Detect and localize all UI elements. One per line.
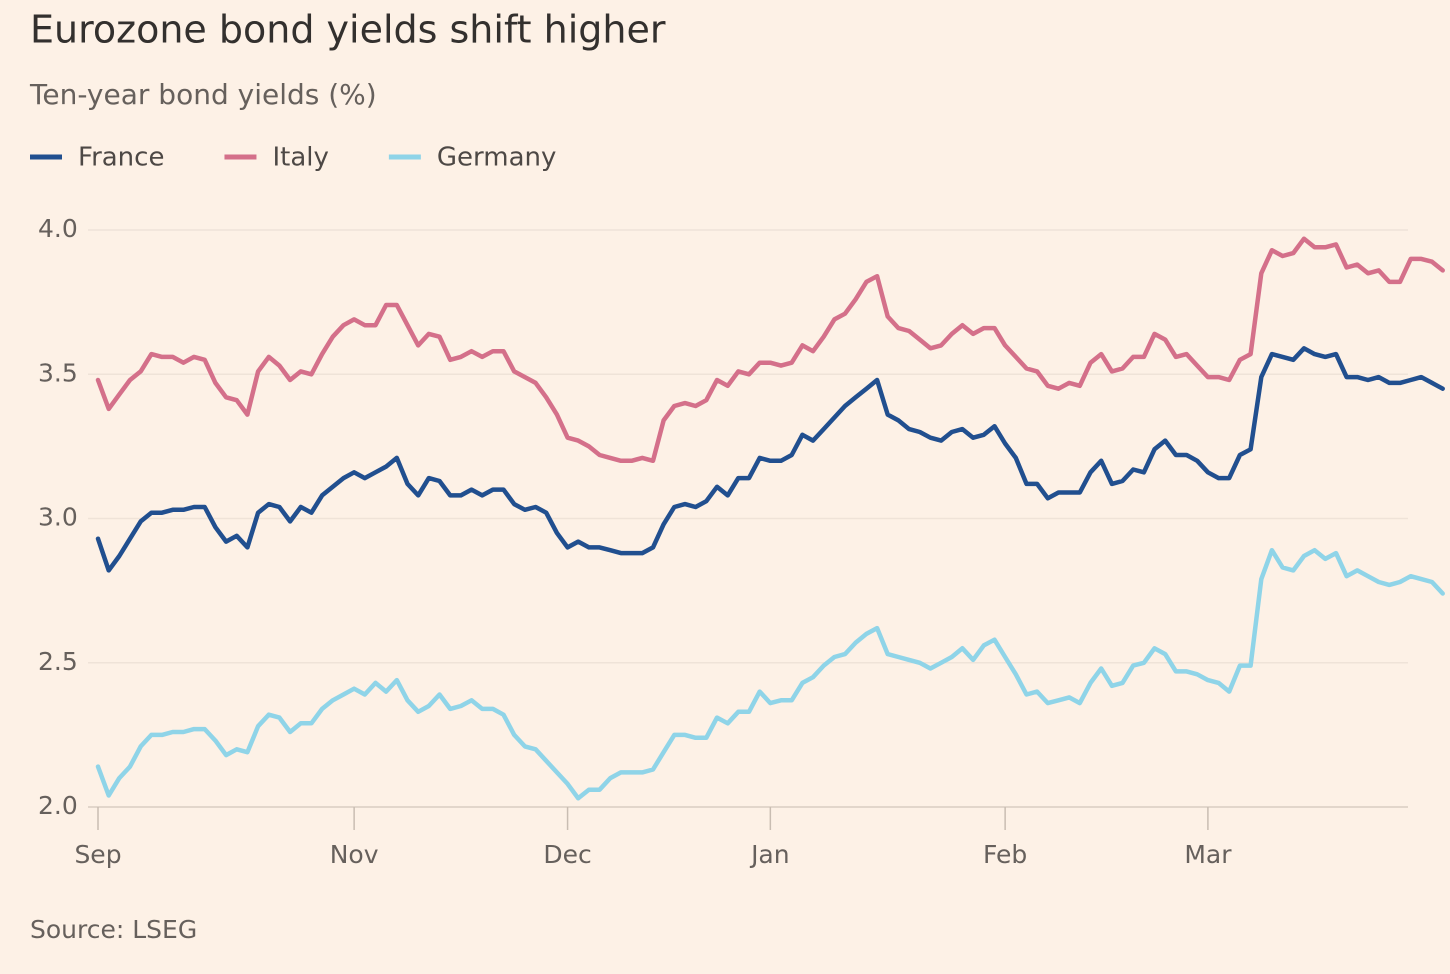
x-tick-label: Mar (1184, 840, 1232, 869)
x-tick-label: Jan (749, 840, 790, 869)
series-line (95, 547, 1445, 801)
y-tick-label: 2.5 (38, 647, 78, 676)
chart-subtitle: Ten-year bond yields (%) (29, 78, 377, 111)
y-tick-label: 2.0 (38, 791, 78, 820)
legend-label: Italy (272, 143, 328, 173)
legend-label: France (78, 143, 164, 173)
x-tick-label: Feb (983, 840, 1027, 869)
x-tick-label: Dec (543, 840, 591, 869)
series-line (95, 236, 1445, 464)
legend-label: Germany (437, 143, 557, 173)
series-line (95, 346, 1445, 573)
x-tick-label: Sep (74, 840, 121, 869)
y-tick-label: 3.0 (38, 503, 78, 532)
x-tick-label: Nov (330, 840, 379, 869)
y-tick-label: 3.5 (38, 358, 78, 387)
y-tick-label: 4.0 (38, 214, 78, 243)
source: Source: LSEG (30, 915, 197, 944)
chart-title: Eurozone bond yields shift higher (30, 8, 666, 52)
